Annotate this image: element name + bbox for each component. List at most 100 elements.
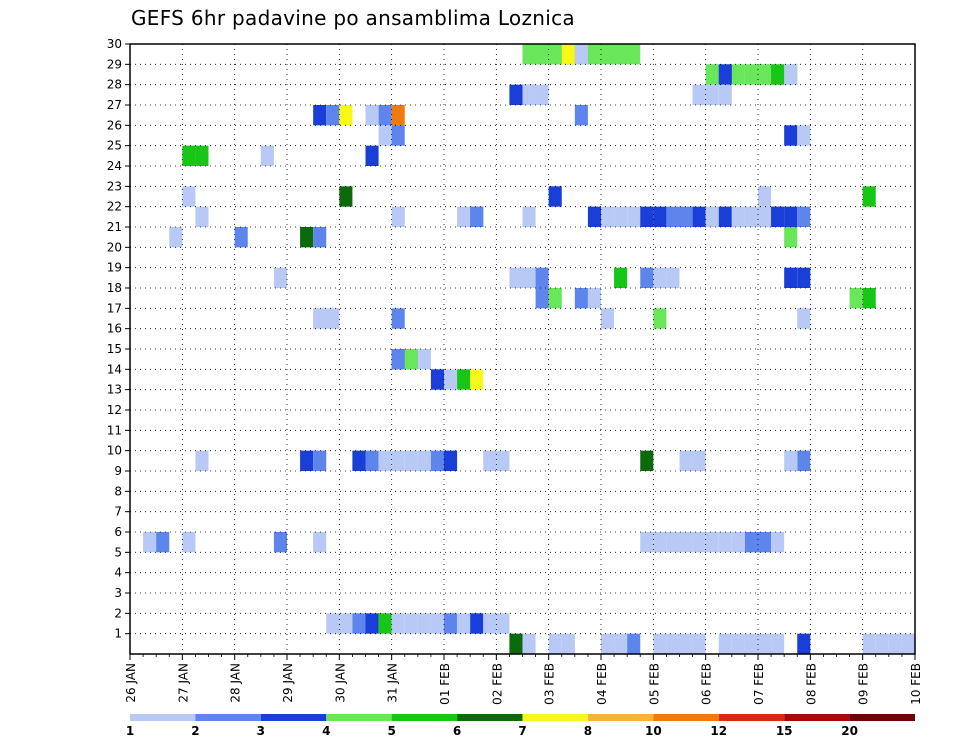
heatmap-cell (718, 532, 732, 553)
heatmap-cell (444, 450, 458, 471)
heatmap-cell (574, 44, 588, 65)
heatmap-cell (404, 613, 418, 634)
colorbar-label: 15 (776, 724, 793, 738)
heatmap-cell (522, 84, 536, 105)
heatmap-cell (784, 125, 798, 146)
heatmap-cell (718, 64, 732, 85)
heatmap-cell (744, 633, 758, 654)
heatmap-cell (483, 450, 497, 471)
heatmap-cell (784, 267, 798, 288)
heatmap-cell (666, 267, 680, 288)
heatmap-cell (862, 633, 876, 654)
heatmap-cell (156, 532, 170, 553)
heatmap-cell (640, 206, 654, 227)
heatmap-cell (496, 613, 510, 634)
heatmap-cell (182, 186, 196, 207)
heatmap-cell (444, 613, 458, 634)
heatmap-cell (391, 308, 405, 329)
heatmap-cell (509, 267, 523, 288)
y-tick-label: 6 (114, 525, 122, 539)
heatmap-cell (705, 206, 719, 227)
colorbar-segment (522, 714, 588, 721)
heatmap-cell (771, 633, 785, 654)
heatmap-cell (849, 288, 863, 309)
colorbar-label: 1 (126, 724, 134, 738)
heatmap-cell (365, 450, 379, 471)
colorbar-segment (130, 714, 196, 721)
heatmap-cell (365, 105, 379, 126)
heatmap-cell (169, 227, 183, 248)
heatmap-cell (326, 613, 340, 634)
heatmap-cell (548, 186, 562, 207)
y-tick-label: 10 (107, 444, 122, 458)
heatmap-cell (182, 532, 196, 553)
heatmap-cell (601, 308, 615, 329)
heatmap-cell (784, 227, 798, 248)
heatmap-cell (862, 186, 876, 207)
heatmap-cell (679, 532, 693, 553)
heatmap-cell (666, 532, 680, 553)
heatmap-cell (601, 633, 615, 654)
heatmap-cell (784, 206, 798, 227)
x-tick-label: 07 FEB (752, 663, 766, 705)
heatmap-cell (653, 532, 667, 553)
x-tick-label: 06 FEB (700, 663, 714, 705)
x-axis: 26 JAN 27 JAN 28 JAN 29 JAN 30 JAN 31 JAN 01 F… (124, 654, 923, 705)
heatmap-cell (300, 450, 314, 471)
heatmap-cell (601, 206, 615, 227)
x-tick-label: 10 FEB (909, 663, 923, 705)
heatmap-cell (587, 288, 601, 309)
y-tick-label: 28 (107, 78, 122, 92)
heatmap-cell (313, 450, 327, 471)
x-tick-label: 26 JAN (124, 663, 138, 703)
heatmap-cell (548, 288, 562, 309)
y-tick-label: 12 (107, 403, 122, 417)
colorbar-segment (784, 714, 850, 721)
heatmap-cell (797, 450, 811, 471)
heatmap-cell (391, 613, 405, 634)
x-tick-label: 29 JAN (281, 663, 295, 703)
heatmap-cell (457, 206, 471, 227)
heatmap-cell (561, 44, 575, 65)
y-tick-label: 26 (107, 118, 122, 132)
heatmap-cell (378, 105, 392, 126)
heatmap-cell (339, 105, 353, 126)
heatmap-cell (522, 267, 536, 288)
y-tick-label: 13 (107, 383, 122, 397)
heatmap-cell (313, 227, 327, 248)
heatmap-cell (430, 613, 444, 634)
heatmap-cell (273, 267, 287, 288)
heatmap-cell (457, 369, 471, 390)
y-tick-label: 23 (107, 179, 122, 193)
heatmap-cell (705, 84, 719, 105)
heatmap-cell (692, 450, 706, 471)
heatmap-cell (758, 206, 772, 227)
heatmap-cell (483, 613, 497, 634)
y-tick-label: 4 (114, 566, 122, 580)
x-tick-label: 08 FEB (804, 663, 818, 705)
heatmap-cell (653, 633, 667, 654)
y-tick-label: 19 (107, 261, 122, 275)
colorbar-label: 10 (645, 724, 662, 738)
heatmap-cell (771, 206, 785, 227)
x-tick-label: 04 FEB (595, 663, 609, 705)
x-tick-label: 30 JAN (333, 663, 347, 703)
colorbar-segment (326, 714, 392, 721)
heatmap-cell (417, 349, 431, 370)
y-tick-label: 17 (107, 301, 122, 315)
x-tick-label: 01 FEB (438, 663, 452, 705)
heatmap-cell (391, 105, 405, 126)
x-tick-label: 31 JAN (386, 663, 400, 703)
heatmap-cell (692, 532, 706, 553)
heatmap-cell (679, 206, 693, 227)
heatmap-cell (784, 64, 798, 85)
heatmap-cell (260, 145, 274, 166)
colorbar-label: 12 (710, 724, 727, 738)
heatmap-cell (404, 450, 418, 471)
heatmap-cell (404, 349, 418, 370)
heatmap-cell (378, 450, 392, 471)
heatmap-cell (548, 44, 562, 65)
heatmap-cell (797, 206, 811, 227)
heatmap-cell (182, 145, 196, 166)
heatmap-cell (614, 633, 628, 654)
